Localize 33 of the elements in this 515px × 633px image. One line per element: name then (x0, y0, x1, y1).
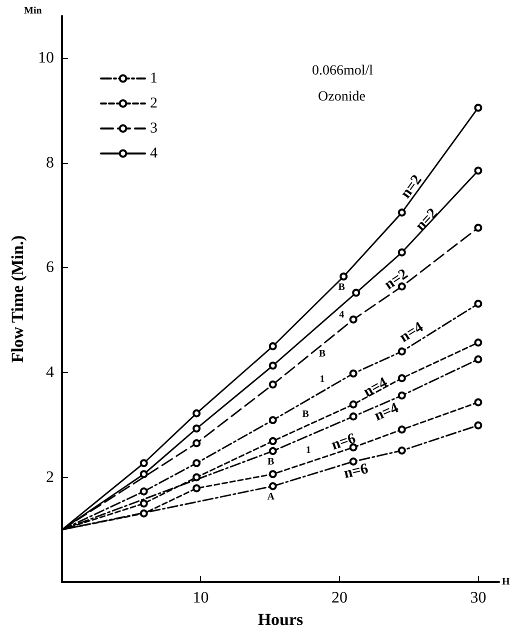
annotation: 0.066mol/l (312, 64, 374, 78)
y-tick-label: 10 (38, 49, 54, 66)
x-tick-label: 10 (192, 590, 209, 607)
y-tick-label: 2 (46, 468, 54, 486)
legend-label: 4 (150, 146, 158, 162)
annotation: 4 (339, 309, 344, 320)
annotation: B (318, 348, 326, 360)
y-tick-label: 4 (46, 364, 54, 381)
annotation: B (302, 408, 310, 420)
annotation: 1 (306, 445, 311, 456)
annotation: n=4 (397, 319, 427, 346)
x-tick-label: 30 (470, 590, 486, 607)
y-tick-label: 6 (46, 259, 54, 276)
annotation: B (338, 282, 346, 294)
text: H (502, 576, 510, 588)
x-tick-label: 20 (331, 590, 348, 607)
x-axis-title: Hours (258, 610, 304, 629)
annotation: 1 (320, 374, 325, 385)
annotation: n=2 (382, 266, 411, 294)
legend-label: 3 (150, 120, 158, 136)
annotation: n=4 (372, 400, 402, 424)
text: Min (24, 6, 42, 16)
annotation: n=4 (361, 374, 390, 400)
legend-label: 2 (150, 96, 158, 112)
y-axis-title: Flow Time (Min.) (8, 235, 27, 363)
annotation: B (268, 456, 275, 468)
annotation: n=2 (398, 172, 426, 202)
annotation: A (267, 492, 276, 503)
annotation: n=6 (342, 460, 370, 482)
y-tick-label: 8 (46, 154, 54, 172)
annotation: n=6 (330, 430, 358, 454)
annotation: Ozonide (318, 90, 366, 104)
legend-label: 1 (150, 70, 158, 86)
